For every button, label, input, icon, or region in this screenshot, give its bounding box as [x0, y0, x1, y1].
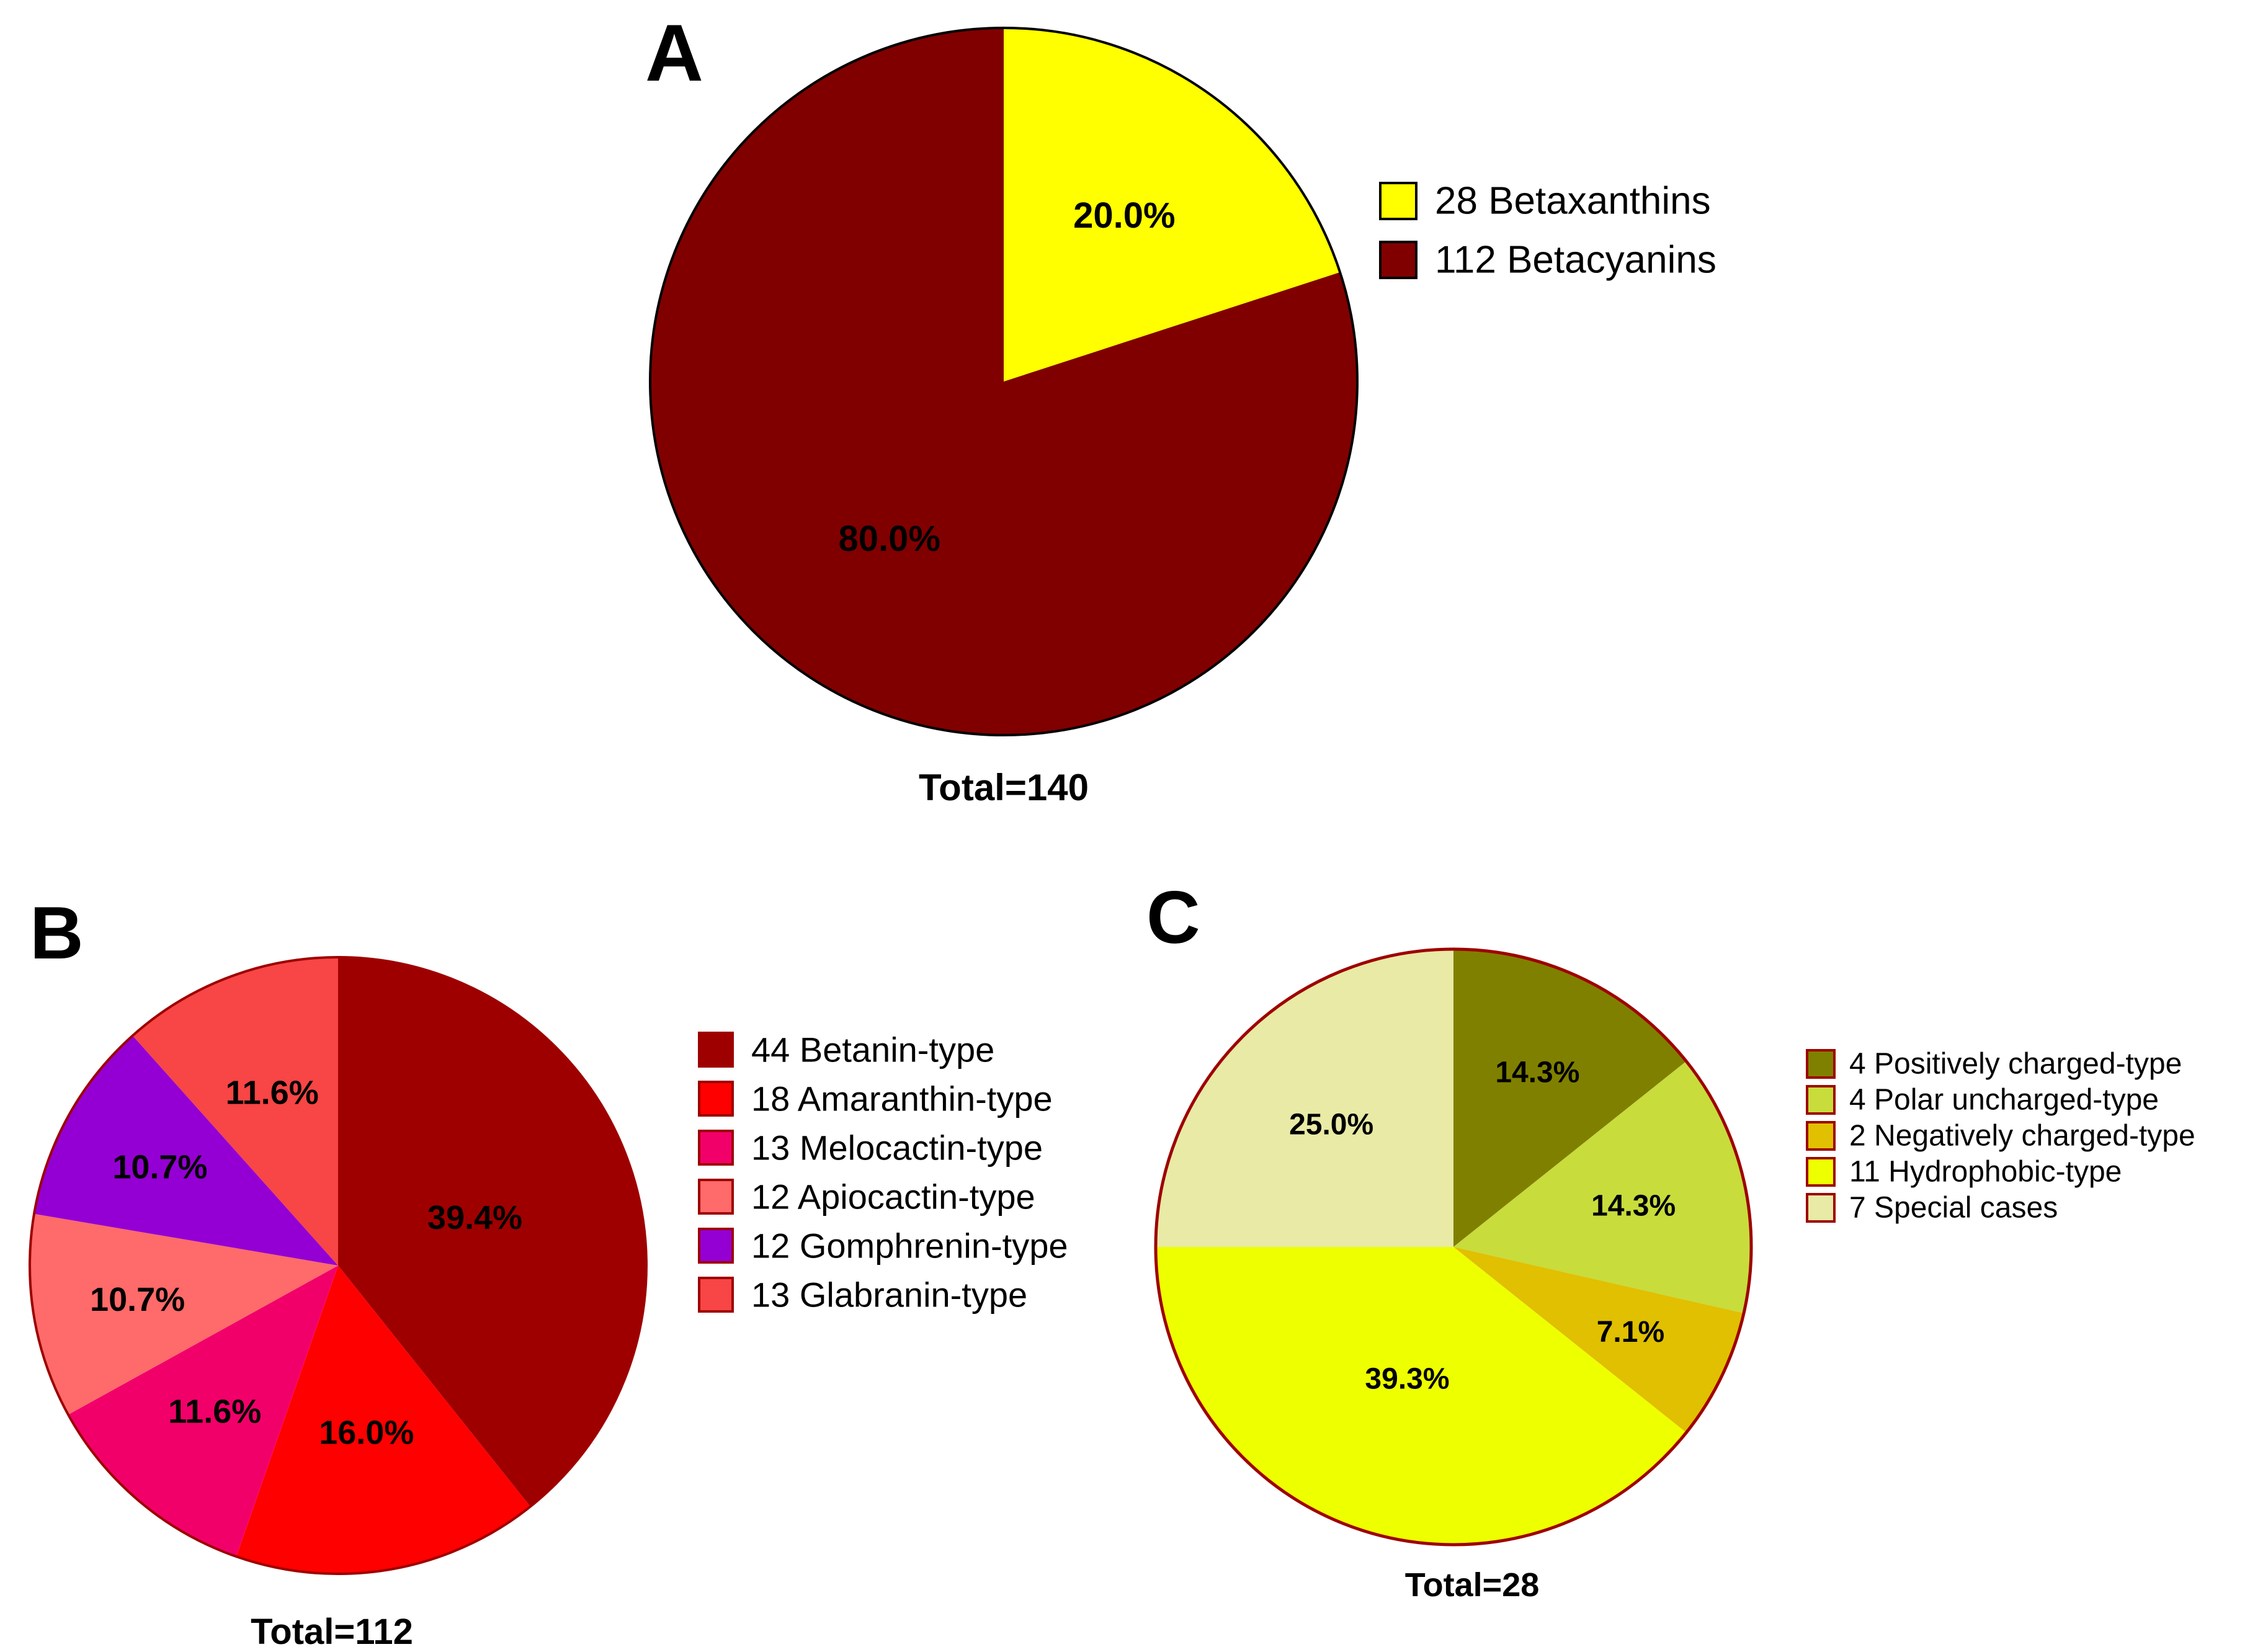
legend-swatch	[1806, 1121, 1836, 1151]
pie-slice-c-2	[1453, 1247, 1744, 1433]
slice-percent-label: 14.3%	[1591, 1189, 1676, 1222]
panel-letter-b: B	[30, 891, 84, 975]
slice-percent-label: 39.4%	[427, 1199, 522, 1236]
legend-label: 112 Betacyanins	[1435, 239, 1717, 282]
slice-percent-label: 11.6%	[168, 1393, 261, 1430]
legend-b: 44 Betanin-type 18 Amaranthin-type 13 Melo…	[698, 1030, 1068, 1315]
pie-slice-b-2	[68, 1266, 338, 1557]
pie-chart-c: C 14.3% 14.3% 7.1% 39.3% 25.0% Total=28 4 Posit…	[1146, 876, 2195, 1604]
slice-percent-label: 20.0%	[1073, 195, 1175, 236]
pie-slice-b-4	[34, 1035, 339, 1266]
legend-swatch	[1806, 1085, 1836, 1115]
total-label-a: Total=140	[919, 767, 1089, 808]
total-label-b: Total=112	[251, 1612, 413, 1652]
legend-a: 28 Betaxanthins 112 Betacyanins	[1379, 180, 1717, 282]
legend-label: 13 Glabranin-type	[751, 1275, 1027, 1315]
slice-percent-label: 39.3%	[1365, 1362, 1449, 1395]
legend-swatch	[1806, 1157, 1836, 1187]
panel-letter-c: C	[1146, 876, 1200, 959]
slice-percent-label: 7.1%	[1597, 1316, 1664, 1349]
pie-outline-c	[1154, 947, 1753, 1547]
legend-label: 28 Betaxanthins	[1435, 180, 1711, 223]
slice-percent-label: 16.0%	[319, 1414, 414, 1451]
legend-label: 12 Apiocactin-type	[751, 1177, 1035, 1217]
pie-slice-b-1	[236, 1266, 530, 1574]
legend-swatch	[1806, 1193, 1836, 1223]
legend-swatch	[1379, 241, 1417, 279]
pie-slice-a-0	[1004, 28, 1341, 382]
legend-label: 44 Betanin-type	[751, 1030, 994, 1069]
slice-percent-label: 10.7%	[112, 1148, 207, 1185]
pie-chart-a: A 20.0% 80.0% Total=140 28 Betaxanthins 112 B…	[645, 7, 1717, 808]
pie-slice-c-1	[1453, 1061, 1751, 1313]
legend-label: 2 Negatively charged-type	[1849, 1120, 2195, 1153]
legend-swatch	[698, 1081, 734, 1117]
slice-percent-label: 11.6%	[226, 1074, 319, 1111]
legend-label: 11 Hydrophobic-type	[1849, 1156, 2122, 1189]
slice-percent-label: 25.0%	[1289, 1109, 1373, 1141]
legend-swatch	[698, 1179, 734, 1215]
pie-slice-c-4	[1156, 949, 1453, 1247]
pie-slice-b-0	[338, 957, 647, 1507]
legend-label: 13 Melocactin-type	[751, 1128, 1043, 1168]
slice-percent-label: 14.3%	[1495, 1056, 1579, 1089]
pie-outline-a	[649, 27, 1359, 736]
total-label-c: Total=28	[1405, 1566, 1540, 1604]
pie-chart-b: B 39.4% 16.0% 11.6% 10.7% 10.7% 11.6% Total=112…	[29, 891, 1068, 1652]
legend-label: 18 Amaranthin-type	[751, 1079, 1053, 1118]
slice-percent-label: 80.0%	[838, 519, 940, 559]
pie-slice-b-5	[132, 957, 338, 1266]
pie-slice-c-0	[1453, 949, 1687, 1247]
pie-slice-a-1	[650, 27, 1357, 736]
legend-swatch	[698, 1277, 734, 1313]
legend-swatch	[1806, 1049, 1836, 1079]
legend-swatch	[698, 1130, 734, 1166]
legend-swatch	[1379, 182, 1417, 220]
legend-label: 4 Positively charged-type	[1849, 1048, 2182, 1081]
legend-label: 4 Polar uncharged-type	[1849, 1084, 2159, 1117]
legend-swatch	[698, 1228, 734, 1264]
panel-letter-a: A	[645, 7, 703, 98]
legend-label: 7 Special cases	[1849, 1192, 2058, 1225]
pie-slice-c-3	[1156, 1247, 1687, 1545]
slice-percent-label: 10.7%	[90, 1281, 185, 1318]
pie-slice-b-3	[30, 1213, 338, 1415]
legend-label: 12 Gomphrenin-type	[751, 1226, 1068, 1266]
legend-swatch	[698, 1032, 734, 1068]
pie-outline-b	[29, 956, 648, 1575]
